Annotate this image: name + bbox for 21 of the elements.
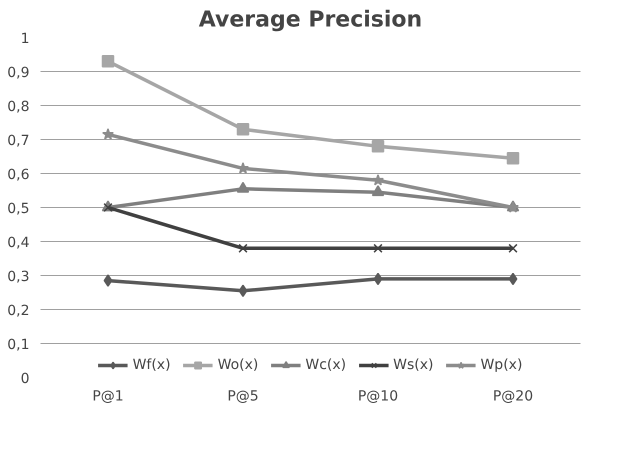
legend-label: Wf(x) <box>132 357 171 373</box>
y-tick-label: 0,5 <box>7 201 30 217</box>
legend-label: Ws(x) <box>393 357 434 373</box>
x-tick-label: P@1 <box>92 388 124 404</box>
chart-title: Average Precision <box>198 8 422 32</box>
y-tick-label: 0,4 <box>7 235 30 251</box>
y-tick-label: 0,2 <box>7 303 30 319</box>
y-tick-label: 0 <box>20 371 30 387</box>
y-tick-label: 0,7 <box>7 133 30 149</box>
legend-label: Wp(x) <box>480 357 522 373</box>
y-tick-label: 0,8 <box>7 99 30 115</box>
y-tick-label: 0,6 <box>7 167 30 183</box>
y-tick-label: 0,1 <box>7 337 30 353</box>
y-tick-label: 1 <box>20 31 30 47</box>
x-tick-label: P@20 <box>492 388 534 404</box>
legend-label: Wo(x) <box>218 357 258 373</box>
y-tick-label: 0,3 <box>7 269 30 285</box>
x-tick-label: P@10 <box>358 388 398 404</box>
y-tick-label: 0,9 <box>7 65 30 81</box>
x-tick-label: P@5 <box>227 388 259 404</box>
legend-label: Wc(x) <box>305 357 346 373</box>
